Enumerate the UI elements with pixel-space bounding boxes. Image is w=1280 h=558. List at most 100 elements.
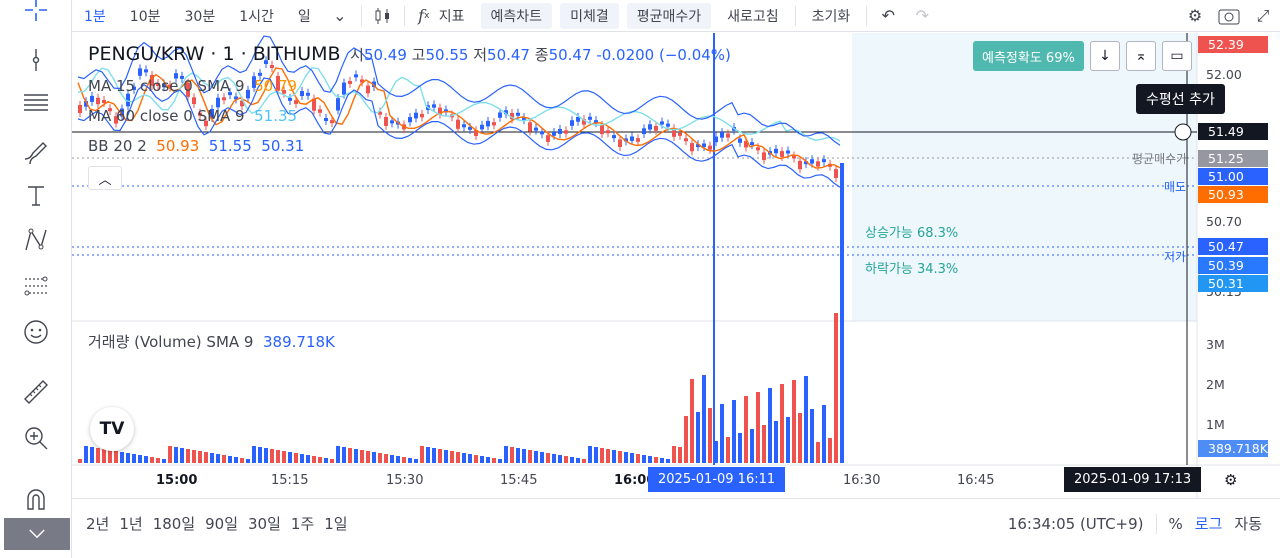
symbol-title: PENGU/KRW · 1 · BITHUMB [88, 43, 341, 65]
volume-legend[interactable]: 거래량 (Volume) SMA 9 389.718K [88, 331, 335, 352]
volume-bar [552, 454, 556, 463]
range-90d[interactable]: 90일 [205, 515, 239, 533]
percent-toggle[interactable]: % [1168, 514, 1183, 533]
up-probability-text: 상승가능 68.3% [865, 226, 959, 241]
collapse-legend-button[interactable]: ︿ [88, 166, 122, 190]
fullscreen-icon[interactable]: ⤢ [1256, 5, 1270, 25]
candle-body [492, 122, 496, 126]
tradingview-logo[interactable]: TV [90, 407, 134, 451]
trend-line-icon[interactable] [16, 42, 56, 78]
interval-10m[interactable]: 10분 [129, 8, 161, 25]
volume-bar [624, 452, 628, 463]
redo-icon[interactable]: ↷ [915, 6, 929, 25]
range-1y[interactable]: 1년 [119, 515, 143, 533]
bb-legend[interactable]: BB 20 2 50.93 51.55 50.31 [88, 137, 304, 155]
axis-settings-icon[interactable]: ⚙ [1224, 471, 1238, 489]
open-value: 50.49 [363, 46, 407, 64]
candle-body [546, 135, 550, 142]
range-2y[interactable]: 2년 [86, 515, 110, 533]
interval-dropdown-chevron-icon[interactable]: ⌄ [333, 6, 347, 25]
brush-icon[interactable] [16, 132, 56, 168]
candle-body [84, 101, 88, 107]
horizontal-lines-icon[interactable] [16, 84, 56, 120]
fib-icon[interactable] [16, 268, 56, 304]
forecast-chart-button[interactable]: 예측차트 [480, 2, 553, 29]
candle-body [324, 118, 328, 122]
range-1w[interactable]: 1주 [290, 515, 315, 533]
interval-day[interactable]: 일 [297, 8, 311, 25]
text-icon[interactable] [16, 178, 56, 214]
interval-1h[interactable]: 1시간 [239, 8, 274, 25]
candle-body [420, 113, 424, 118]
volume-bar [336, 446, 340, 463]
range-180d[interactable]: 180일 [152, 515, 196, 533]
add-line-plus-icon [1174, 123, 1192, 141]
fit-icon[interactable]: ▭ [1162, 41, 1192, 71]
candle-body [696, 144, 700, 148]
log-toggle[interactable]: 로그 [1194, 515, 1223, 533]
candle-body [714, 136, 718, 143]
volume-bar [408, 458, 412, 463]
candle-body [378, 111, 382, 115]
volume-bar [120, 452, 124, 463]
chart-area[interactable]: PENGU/KRW · 1 · BITHUMB 시50.49 고50.55 저5… [72, 33, 1280, 498]
candle-body [366, 85, 370, 94]
ma60-legend[interactable]: MA 60 close 0 SMA 9 51.35 [88, 107, 297, 125]
range-30d[interactable]: 30일 [248, 515, 281, 533]
magnet-icon[interactable] [16, 482, 56, 518]
volume-bar [294, 453, 298, 463]
volume-bar [672, 446, 676, 463]
volume-bar [540, 452, 544, 463]
candle-type-icon[interactable] [366, 3, 400, 29]
candle-body [576, 116, 580, 122]
interval-1m[interactable]: 1분 [84, 8, 106, 25]
candle-body [432, 104, 436, 108]
camera-icon[interactable] [1212, 3, 1246, 29]
volume-bar [156, 458, 160, 463]
undo-icon[interactable]: ↶ [881, 6, 895, 25]
indicator-button[interactable]: 지표 [438, 8, 465, 25]
volume-value-tag: 389.718K [1198, 440, 1268, 457]
pattern-icon[interactable] [16, 222, 56, 258]
high-value: 50.55 [425, 46, 469, 64]
candle-body [756, 147, 760, 151]
avg-buy-price-button[interactable]: 평균매수가 [626, 2, 712, 29]
range-1d[interactable]: 1일 [324, 515, 348, 533]
candle-body [306, 92, 310, 96]
unfilled-orders-button[interactable]: 미체결 [560, 2, 619, 29]
crosshair-icon[interactable] [16, 0, 56, 28]
cursor-time-tag: 2025-01-09 16:11 [648, 467, 786, 492]
ma15-legend[interactable]: MA 15 close 0 SMA 9 50.79 [88, 77, 297, 95]
prediction-accuracy-button[interactable]: 예측정확도 69% [973, 41, 1084, 71]
candle-body [468, 126, 472, 130]
collapse-toolbar-button[interactable] [4, 518, 70, 550]
arrow-down-icon[interactable]: ↓ [1090, 41, 1120, 71]
auto-toggle[interactable]: 자동 [1234, 515, 1262, 533]
volume-bar [264, 448, 268, 463]
volume-bar [600, 448, 604, 463]
refresh-button[interactable]: 새로고침 [727, 8, 779, 25]
collapse-icon[interactable]: ⌅ [1126, 41, 1156, 71]
volume-bar [330, 459, 334, 463]
zoom-in-icon[interactable] [16, 420, 56, 456]
ma15-line [77, 67, 841, 169]
volume-bar [468, 454, 472, 463]
chart-canvas[interactable] [72, 33, 1280, 498]
candle-body [78, 105, 82, 114]
candle-body [342, 82, 346, 95]
candle-body [102, 99, 106, 103]
reset-button[interactable]: 초기화 [811, 8, 851, 25]
interval-30m[interactable]: 30분 [184, 8, 216, 25]
volume-bar [474, 455, 478, 463]
candle-body [612, 135, 616, 139]
down-probability-text: 하락가능 34.3% [865, 262, 959, 277]
candle-body [588, 116, 592, 120]
volume-bar [360, 450, 364, 463]
ruler-icon[interactable] [16, 374, 56, 410]
settings-gear-icon[interactable]: ⚙ [1187, 6, 1203, 25]
volume-bar [678, 447, 682, 463]
candle-body [312, 98, 316, 111]
emoji-icon[interactable] [16, 314, 56, 350]
candle-body [792, 155, 796, 159]
